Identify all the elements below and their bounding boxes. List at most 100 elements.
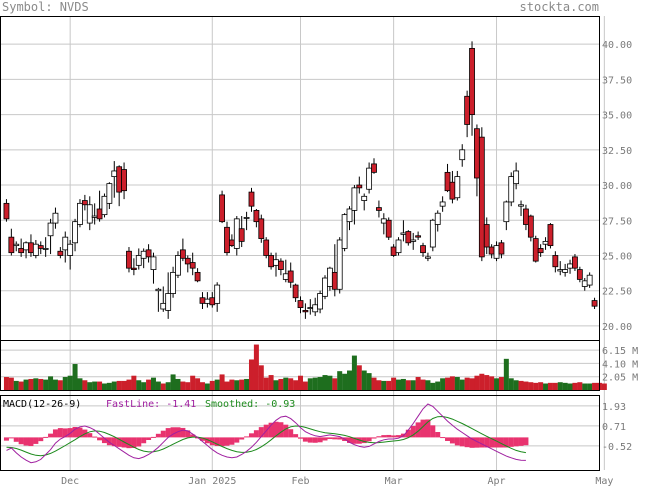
macd-histogram-bar <box>8 437 14 439</box>
candle-body <box>478 136 485 258</box>
candle <box>429 218 436 252</box>
volume-bar <box>302 381 308 390</box>
volume-bar <box>386 380 392 390</box>
candle <box>3 199 10 222</box>
macd-histogram-bar <box>268 422 274 438</box>
candle <box>498 239 505 259</box>
candle <box>179 238 186 262</box>
candle-body <box>8 236 15 254</box>
candle <box>258 214 265 243</box>
macd-histogram-bar <box>474 437 480 448</box>
candle <box>253 208 260 228</box>
volume-bar <box>18 381 24 390</box>
candle <box>243 211 250 231</box>
candle-body <box>204 298 211 304</box>
candle-body <box>101 195 108 216</box>
candle-body <box>224 226 230 254</box>
macd-histogram-bar <box>185 430 191 438</box>
volume-bar <box>38 378 44 390</box>
candle <box>493 241 500 262</box>
candle <box>238 216 245 248</box>
macd-histogram-bar <box>165 428 171 438</box>
volume-bar <box>484 375 490 390</box>
candle-body <box>385 219 392 238</box>
candle <box>385 217 392 240</box>
volume-bar <box>464 377 470 390</box>
candle <box>410 232 417 250</box>
candle-body <box>410 239 417 242</box>
macd-histogram-bar <box>479 437 485 448</box>
volume-bar <box>454 377 460 390</box>
x-tick-label: Feb <box>291 476 309 486</box>
candle <box>513 162 520 190</box>
candle <box>155 287 162 312</box>
volume-bar <box>459 379 465 390</box>
macd-histogram-bar <box>160 430 166 438</box>
candle <box>434 210 441 232</box>
candle-body <box>23 242 29 251</box>
macd-histogram-bar <box>190 434 196 438</box>
volume-bar <box>131 375 137 390</box>
macd-histogram-bar <box>199 437 205 441</box>
macd-histogram-bar <box>170 427 176 438</box>
volume-bar <box>3 377 9 390</box>
volume-bar <box>146 379 152 390</box>
volume-bar <box>244 378 250 390</box>
candle <box>233 216 240 256</box>
candle-body <box>130 267 137 270</box>
macd-histogram-bar <box>23 437 29 446</box>
candle-body <box>356 184 363 189</box>
macd-fast-line <box>6 403 526 464</box>
volume-bar <box>268 375 274 390</box>
volume-bar <box>263 377 269 390</box>
candle <box>145 244 152 263</box>
macd-histogram-bar <box>464 437 470 448</box>
macd-histogram-bar <box>405 429 411 438</box>
volume-bar <box>229 379 235 390</box>
candle <box>469 41 475 136</box>
price-pane <box>3 41 598 319</box>
volume-bar <box>219 374 225 390</box>
macd-histogram-bar <box>366 437 372 442</box>
macd-histogram-bar <box>435 432 441 438</box>
macd-histogram-bar <box>111 437 117 447</box>
candle-body <box>116 166 123 193</box>
volume-bar <box>351 355 357 390</box>
candle-body <box>586 274 593 286</box>
candle <box>523 204 529 231</box>
macd-histogram-bar <box>415 422 421 438</box>
candle <box>336 237 343 294</box>
axes: 40.00 37.50 35.00 32.50 30.00 27.50 25.00 22.50… <box>0 16 638 486</box>
volume-bar <box>136 380 142 390</box>
price-tick-label: 37.50 <box>602 75 632 86</box>
volume-bar <box>547 382 553 390</box>
price-tick-label: 40.00 <box>602 40 632 51</box>
candle-body <box>175 255 181 276</box>
volume-bar <box>87 382 93 390</box>
candle <box>204 292 211 308</box>
candle-body <box>62 236 69 251</box>
candle-body <box>77 202 83 225</box>
x-tick-label: Dec <box>61 476 79 486</box>
macd-histogram-bar <box>469 437 475 448</box>
candle-body <box>444 171 451 192</box>
macd-histogram-bar <box>356 437 362 444</box>
volume-bar <box>101 383 107 390</box>
candle <box>562 263 569 277</box>
candle-body <box>542 240 549 245</box>
volume-bar <box>160 383 166 390</box>
candle <box>390 244 397 257</box>
candle <box>488 244 495 259</box>
volume-bar <box>298 375 303 390</box>
macd-histogram-bar <box>229 437 235 445</box>
candle <box>268 252 274 270</box>
volume-bar <box>97 381 103 390</box>
candle <box>194 268 201 283</box>
site-label[interactable]: stockta.com <box>519 0 599 14</box>
candle-body <box>253 209 260 223</box>
volume-bar <box>533 382 539 390</box>
candle <box>287 262 294 288</box>
volume-bar <box>322 375 328 390</box>
macd-smoothed-label: Smoothed: -0.93 <box>205 399 295 410</box>
volume-bar <box>376 380 382 390</box>
